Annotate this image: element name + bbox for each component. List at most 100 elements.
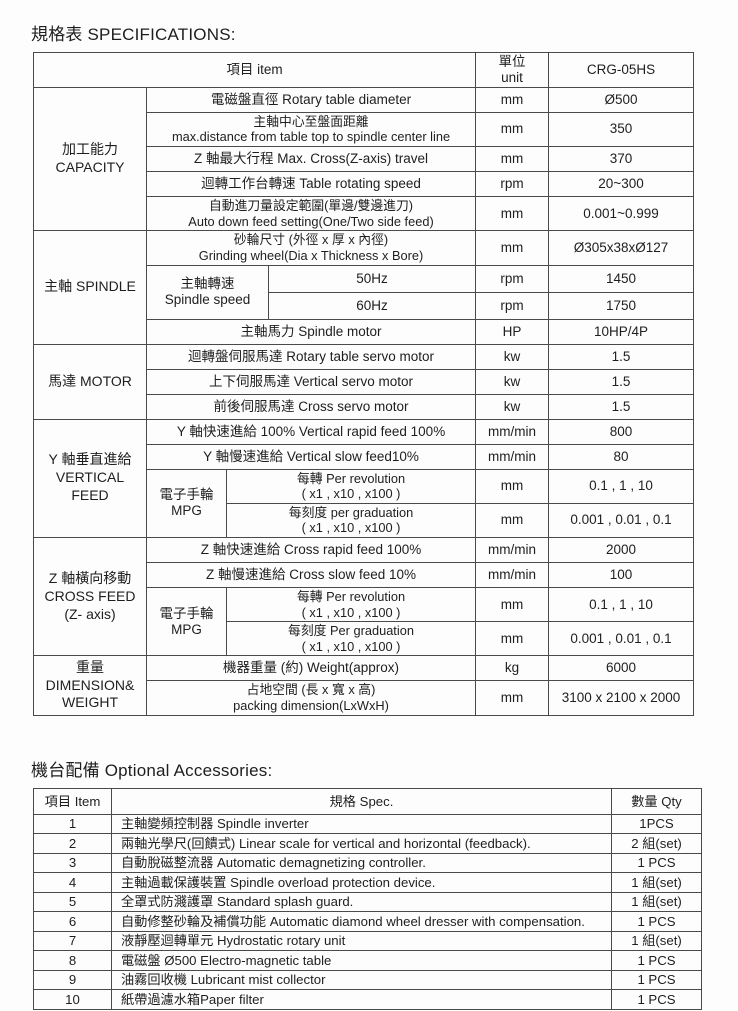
spec-item-label: 砂輪尺寸 (外徑 x 厚 x 內徑) Grinding wheel(Dia x … [145, 230, 477, 266]
acc-qty: 1 組(set) [611, 930, 702, 952]
value-cell: 1.5 [548, 343, 695, 370]
spec-header-model-cell: CRG-05HS [548, 52, 695, 88]
unit-cell: HP [475, 318, 550, 345]
acc-qty: 1PCS [611, 813, 702, 835]
item-line-zh: 電子手輪 [159, 487, 214, 503]
acc-spec: 電磁盤 Ø500 Electro-magnetic table [111, 950, 612, 971]
spec-header-item-cell: 項目 item [32, 52, 477, 88]
acc-item-no: 5 [33, 891, 112, 913]
spec-item-label: Z 軸慢速進給 Cross slow feed 10% [145, 561, 477, 588]
table-row: Z 軸橫向移動 CROSS FEED (Z- axis) Z 軸快速進給 Cro… [33, 536, 695, 657]
acc-item-no: 10 [33, 989, 112, 1010]
table-row: 5 全罩式防濺護罩 Standard splash guard. 1 組(set… [33, 891, 702, 913]
value-cell: 350 [548, 111, 695, 148]
unit-label-zh: 單位 [498, 54, 526, 69]
acc-qty: 1 PCS [611, 969, 702, 991]
table-row: 7 液靜壓迴轉單元 Hydrostatic rotary unit 1 組(se… [33, 930, 702, 952]
category-line: 加工能力 [62, 141, 118, 158]
unit-cell: kw [475, 393, 550, 420]
table-row: 10 紙帶過濾水箱Paper filter 1 PCS [33, 989, 702, 1010]
item-line-en: MPG [171, 503, 202, 519]
value-cell: 100 [548, 561, 695, 588]
table-row: 電子手輪 MPG 每轉 Per revolution ( x1 , x10 , … [34, 586, 695, 657]
table-row: Z 軸最大行程 Max. Cross(Z-axis) travel mm 370 [34, 146, 695, 173]
item-line-en: Spindle speed [164, 292, 251, 307]
acc-spec: 主軸變頻控制器 Spindle inverter [111, 813, 612, 835]
item-line-en: ( x1 , x10 , x100 ) [301, 486, 401, 502]
item-line-zh: 每刻度 per graduation [288, 504, 414, 520]
spec-item-label: Z 軸快速進給 Cross rapid feed 100% [145, 536, 477, 563]
spec-item-label: 迴轉盤伺服馬達 Rotary table servo motor [145, 343, 477, 370]
table-row: 8 電磁盤 Ø500 Electro-magnetic table 1 PCS [33, 950, 702, 971]
spec-item-label: 每刻度 per graduation ( x1 , x10 , x100 ) [225, 502, 477, 538]
mpg-label: 電子手輪 MPG [146, 468, 227, 538]
unit-cell: mm [475, 196, 550, 232]
table-row: 主軸 SPINDLE 砂輪尺寸 (外徑 x 厚 x 內徑) Grinding w… [33, 230, 695, 345]
acc-spec: 兩軸光學尺(回饋式) Linear scale for vertical and… [111, 833, 612, 854]
unit-cell: kw [475, 368, 550, 395]
spec-item-label: 迴轉工作台轉速 Table rotating speed [145, 171, 477, 198]
unit-cell: mm [475, 586, 550, 623]
item-line-en: max.distance from table top to spindle c… [171, 129, 451, 145]
acc-spec: 油霧回收機 Lubricant mist collector [111, 969, 612, 991]
table-row: 6 自動修整砂輪及補償功能 Automatic diamond wheel dr… [33, 911, 702, 932]
accessories-table: 項目 Item 規格 Spec. 數量 Qty 1 主軸變頻控制器 Spindl… [33, 787, 702, 1010]
item-line-en: ( x1 , x10 , x100 ) [301, 520, 401, 536]
unit-cell: mm/min [475, 418, 550, 445]
section-spacer [30, 716, 738, 756]
spec-header-row: 項目 item 單位 unit CRG-05HS [32, 52, 695, 88]
unit-cell: mm/min [475, 536, 550, 563]
category-line: FEED [71, 487, 109, 504]
value-cell: 1450 [548, 264, 695, 293]
acc-qty: 1 組(set) [611, 891, 702, 913]
unit-cell: mm [475, 230, 550, 266]
table-row: 1 主軸變頻控制器 Spindle inverter 1PCS [33, 813, 702, 835]
value-cell: 0.001 , 0.01 , 0.1 [548, 621, 695, 657]
spec-header-unit-cell: 單位 unit [475, 52, 550, 88]
frequency-label: 50Hz [267, 264, 477, 293]
table-row: 60Hz rpm 1750 [34, 291, 695, 320]
spec-item-label: 機器重量 (約) Weight(approx) [145, 655, 477, 682]
category-weight: 重量 DIMENSION& WEIGHT [33, 655, 147, 716]
value-cell: Ø305x38xØ127 [548, 230, 695, 266]
acc-header-item: 項目 Item [33, 787, 112, 815]
unit-cell: rpm [475, 291, 550, 320]
acc-header-row: 項目 Item 規格 Spec. 數量 Qty [33, 787, 702, 815]
table-row: Y 軸垂直進給 VERTICAL FEED Y 軸快速進給 100% Verti… [33, 418, 695, 538]
acc-spec: 自動脫磁整流器 Automatic demagnetizing controll… [111, 852, 612, 874]
value-cell: 370 [548, 146, 695, 173]
acc-qty: 1 PCS [611, 950, 702, 971]
unit-cell: mm/min [475, 561, 550, 588]
category-line: WEIGHT [62, 694, 118, 711]
unit-cell: mm [475, 680, 550, 716]
acc-item-no: 1 [33, 813, 112, 835]
acc-spec: 自動修整砂輪及補償功能 Automatic diamond wheel dres… [111, 911, 612, 932]
value-cell: 80 [548, 443, 695, 470]
category-line: DIMENSION& [45, 676, 135, 693]
accessories-title: 機台配備 Optional Accessories: [31, 760, 273, 780]
table-row: 9 油霧回收機 Lubricant mist collector 1 PCS [33, 969, 702, 991]
value-cell: 800 [548, 418, 695, 445]
table-row: 占地空間 (長 x 寬 x 高) packing dimension(LxWxH… [34, 680, 695, 716]
table-row: Z 軸慢速進給 Cross slow feed 10% mm/min 100 [34, 561, 695, 588]
unit-cell: mm [475, 86, 550, 113]
item-line-en: MPG [171, 621, 202, 637]
acc-item-no: 7 [33, 930, 112, 952]
category-line: CROSS FEED [44, 587, 136, 604]
acc-spec: 全罩式防濺護罩 Standard splash guard. [111, 891, 612, 913]
category-line: 重量 [76, 658, 104, 675]
item-line-zh: 每刻度 Per graduation [288, 623, 414, 639]
spec-item-label: Z 軸最大行程 Max. Cross(Z-axis) travel [145, 146, 477, 173]
item-line-zh: 自動進刀量設定範圍(單邊/雙邊進刀) [208, 198, 414, 214]
table-row: 加工能力 CAPACITY 電磁盤直徑 Rotary table diamete… [33, 86, 695, 232]
value-cell: 10HP/4P [548, 318, 695, 345]
unit-cell: kw [475, 343, 550, 370]
acc-header-qty: 數量 Qty [611, 787, 702, 815]
category-line: VERTICAL [55, 469, 125, 486]
acc-qty: 2 組(set) [611, 833, 702, 854]
item-line-en: Grinding wheel(Dia x Thickness x Bore) [198, 247, 424, 263]
spec-item-label: 自動進刀量設定範圍(單邊/雙邊進刀) Auto down feed settin… [145, 196, 477, 232]
category-line: CAPACITY [55, 159, 125, 176]
table-row: 每刻度 Per graduation ( x1 , x10 , x100 ) m… [34, 621, 695, 657]
